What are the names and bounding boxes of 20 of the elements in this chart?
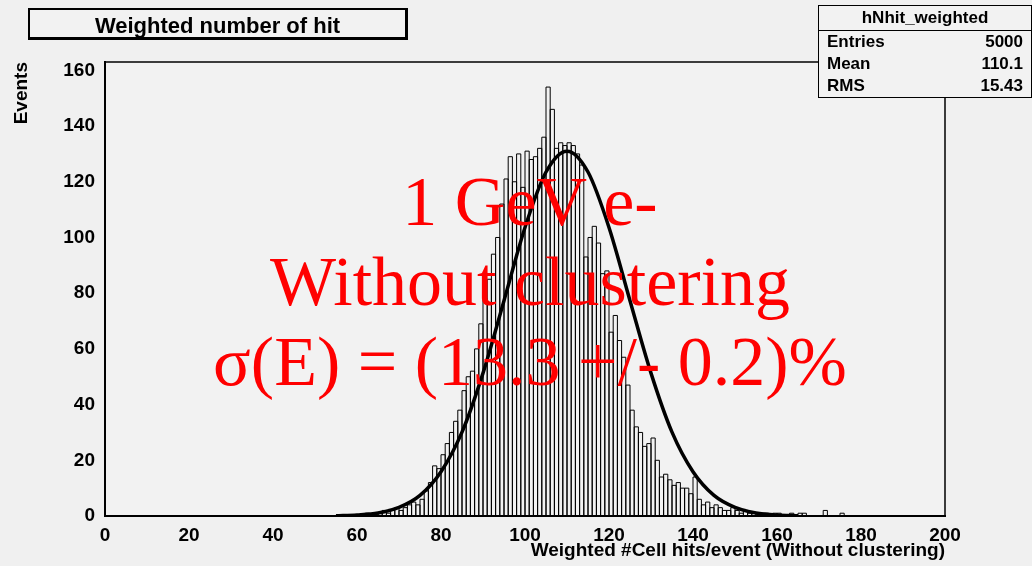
- y-tick-label: 120: [63, 170, 95, 191]
- x-tick-label: 40: [262, 523, 284, 545]
- x-tick-label: 0: [99, 523, 111, 545]
- y-tick-label: 100: [63, 225, 95, 247]
- y-tick-label: 40: [73, 392, 95, 414]
- y-tick-label: 160: [63, 58, 95, 80]
- x-tick-label: 80: [430, 523, 452, 545]
- y-tick-label: 80: [73, 281, 95, 303]
- x-tick-label: 60: [346, 523, 368, 545]
- y-tick-label: 0: [84, 504, 95, 526]
- x-tick-label: 20: [178, 523, 200, 545]
- y-tick-label: 140: [63, 114, 95, 136]
- text: hNhit_weighted: [819, 6, 1031, 31]
- y-tick-label: 60: [73, 337, 95, 359]
- text: Entries 5000: [827, 32, 1023, 51]
- chart-title: Weighted number of hit: [28, 8, 408, 40]
- y-axis-title: Events: [9, 62, 31, 125]
- y-tick-label: 20: [73, 448, 95, 470]
- text: RMS 15.43: [827, 76, 1023, 95]
- text: Mean 110.1: [827, 54, 1023, 73]
